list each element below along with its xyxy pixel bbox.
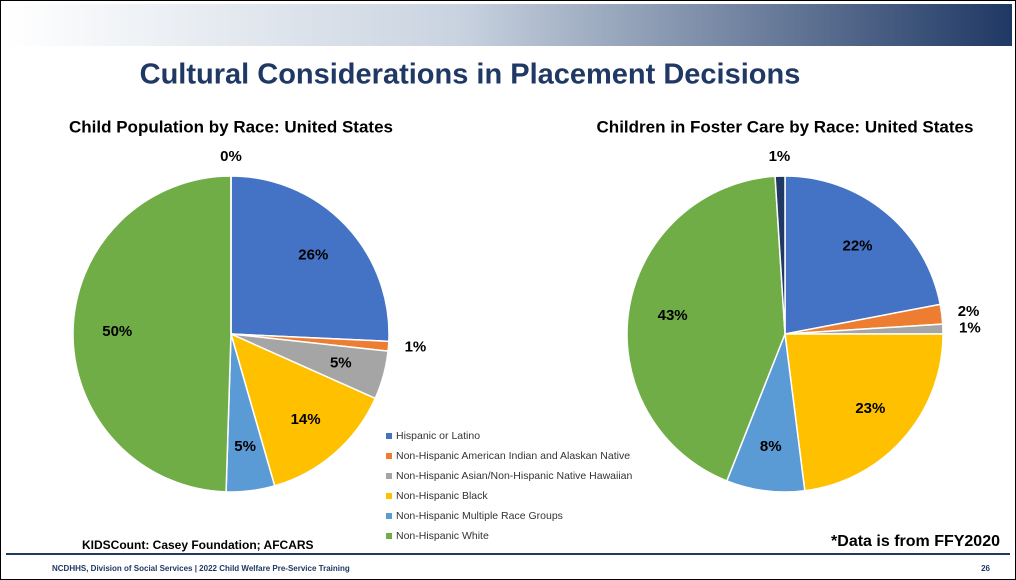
footer: NCDHHS, Division of Social Services | 20… bbox=[52, 564, 350, 573]
data-label: 1% bbox=[959, 319, 981, 336]
pie-slice: Non-Hispanic White bbox=[626, 175, 786, 482]
data-label: 0% bbox=[220, 148, 242, 165]
data-label: 14% bbox=[291, 411, 321, 428]
legend-label: Non-Hispanic Black bbox=[396, 490, 488, 502]
data-label: 26% bbox=[298, 246, 328, 263]
note: *Data is from FFY2020 bbox=[831, 533, 1000, 550]
source: KIDSCount: Casey Foundation; AFCARS bbox=[82, 538, 314, 552]
legend-swatch bbox=[386, 513, 392, 519]
header-band bbox=[6, 4, 1012, 46]
legend-label: Non-Hispanic Multiple Race Groups bbox=[396, 510, 563, 522]
page-number: 26 bbox=[981, 564, 990, 573]
data-label: 23% bbox=[855, 400, 885, 417]
legend-swatch bbox=[386, 433, 392, 439]
pie-slice: Non-Hispanic Black bbox=[229, 332, 377, 487]
data-label: 22% bbox=[842, 237, 872, 254]
legend-label: Non-Hispanic American Indian and Alaskan… bbox=[396, 450, 630, 462]
legend-swatch bbox=[386, 533, 392, 539]
chart-subtitle: Child Population by Race: United States bbox=[69, 117, 393, 136]
pie-slice: Hispanic or Latino bbox=[784, 175, 942, 335]
pie-slice: Non-Hispanic Black bbox=[784, 333, 944, 492]
pie-slice: Hispanic or Latino bbox=[230, 175, 390, 343]
data-label: 50% bbox=[102, 323, 132, 340]
data-label: 1% bbox=[405, 339, 427, 356]
legend-label: Hispanic or Latino bbox=[396, 430, 480, 442]
pie-slice: Non-Hispanic White bbox=[72, 175, 232, 493]
legend-swatch bbox=[386, 453, 392, 459]
data-label: 43% bbox=[658, 307, 688, 324]
data-label: 5% bbox=[330, 355, 352, 372]
data-label: 5% bbox=[234, 438, 256, 455]
data-label: 2% bbox=[958, 303, 980, 320]
legend-label: Non-Hispanic White bbox=[396, 530, 489, 542]
slide-title: Cultural Considerations in Placement Dec… bbox=[140, 59, 801, 91]
legend-label: Non-Hispanic Asian/Non-Hispanic Native H… bbox=[396, 470, 633, 482]
data-label: 1% bbox=[769, 148, 791, 165]
pie-slice bbox=[774, 175, 786, 335]
chart-subtitle: Children in Foster Care by Race: United … bbox=[597, 117, 974, 136]
legend-swatch bbox=[386, 493, 392, 499]
data-label: 8% bbox=[760, 438, 782, 455]
legend-swatch bbox=[386, 473, 392, 479]
